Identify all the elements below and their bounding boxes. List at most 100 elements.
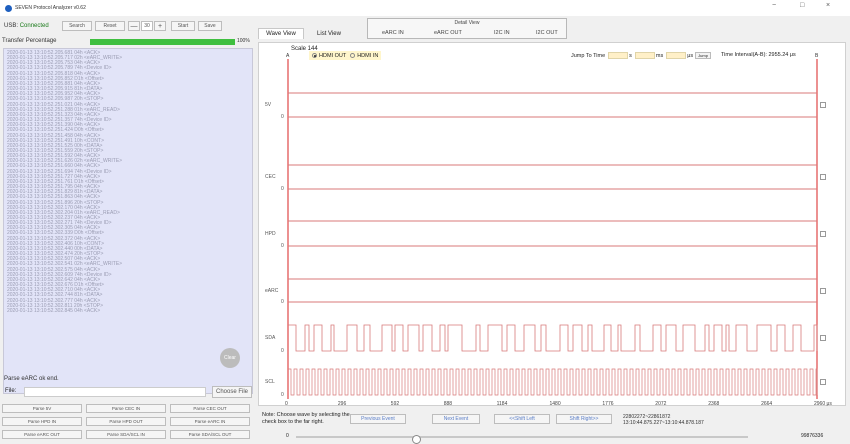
- log-line: 2020-01-13 13:10:52.251.626 02h <eARC_WR…: [7, 158, 123, 165]
- log-line: 2020-01-13 13:10:52.251.896 20h <STOP>: [7, 199, 104, 206]
- x-axis-tick-label: 2072: [655, 401, 666, 407]
- shift-right-button[interactable]: Shift Right>>: [556, 414, 612, 424]
- increment-button[interactable]: +: [154, 21, 166, 31]
- time-range-readout: 22802272~22861872 13:10:44.875.227~13:10…: [623, 414, 704, 426]
- timeline-slider[interactable]: 0 99876336: [286, 433, 846, 444]
- sample-range: 22802272~22861872: [623, 414, 671, 420]
- log-line: 2020-01-13 13:10:52.205.789 74h <Device …: [7, 65, 112, 72]
- channel-select-checkbox[interactable]: [820, 287, 826, 294]
- clear-button[interactable]: Clear: [220, 348, 240, 368]
- parse-button[interactable]: Parse HPD IN: [2, 417, 82, 426]
- detail-view-panel: Detail View eARC IN eARC OUT I2C IN I2C …: [367, 18, 567, 39]
- log-line: 2020-01-13 13:10:52.302.642 04h <ACK>: [7, 276, 101, 283]
- jump-us-input[interactable]: [666, 52, 687, 59]
- connection-toolbar: USB: Connected Search Reset — 30 + Start…: [2, 20, 254, 32]
- x-axis-tick-label: 1776: [602, 401, 613, 407]
- log-line: 2020-01-13 13:10:52.251.694 74h <Device …: [7, 168, 112, 175]
- log-line: 2020-01-13 13:10:52.251.491 10h <CONT>: [7, 137, 105, 144]
- log-line: 2020-01-13 13:10:52.251.829 81h <DATA>: [7, 189, 103, 196]
- log-line: 2020-01-13 13:10:52.302.541 02h <eARC_WR…: [7, 261, 123, 268]
- log-line: 2020-01-13 13:10:52.302.845 04h <ACK>: [7, 307, 101, 314]
- log-line: 2020-01-13 13:10:52.205.717 02h <eARC_WR…: [7, 55, 123, 62]
- log-line: 2020-01-13 13:10:52.302.170 04h <ACK>: [7, 204, 101, 211]
- waveform-area[interactable]: Scale 144 HDMI OUT HDMI IN Jump To Time …: [258, 42, 847, 407]
- log-line: 2020-01-13 13:10:52.251.458 04h <ACK>: [7, 132, 101, 139]
- parse-button[interactable]: Parse SDA/SCL IN: [86, 430, 166, 439]
- detail-i2c-in[interactable]: I2C IN: [494, 30, 510, 36]
- channel-select-checkbox[interactable]: [820, 335, 826, 341]
- parse-button[interactable]: Parse CEC OUT: [170, 404, 250, 413]
- x-axis-tick-label: 592: [391, 401, 400, 407]
- log-line: 2020-01-13 13:10:52.302.237 04h <ACK>: [7, 215, 101, 221]
- jump-to-time: Jump To Time s ms μs Jump: [571, 52, 711, 59]
- right-panel: Wave View List View Detail View eARC IN …: [256, 18, 850, 444]
- detail-earc-out[interactable]: eARC OUT: [434, 30, 462, 36]
- log-line: 2020-01-13 13:10:52.251.761 D1h <Offset>: [7, 178, 104, 185]
- channel-select-checkbox[interactable]: [820, 174, 826, 180]
- log-line: 2020-01-13 13:10:52.302.777 04h <ACK>: [7, 297, 101, 304]
- channel-select-checkbox[interactable]: [820, 102, 826, 108]
- previous-event-button[interactable]: Previous Event: [350, 414, 406, 424]
- channel-select-checkbox[interactable]: [820, 230, 826, 237]
- bottom-controls: Note: Choose wave by selecting the check…: [256, 410, 850, 444]
- jump-seconds-input[interactable]: [608, 52, 629, 59]
- seconds-unit: s: [629, 52, 632, 59]
- parse-button[interactable]: Parse CEC IN: [86, 404, 166, 413]
- jump-ms-input[interactable]: [634, 52, 655, 59]
- waveform-plot[interactable]: A B 0 296 592 888 1184 1480 1776 2072 2368 2664 2960…: [259, 43, 847, 407]
- transfer-label: Transfer Percentage: [2, 38, 57, 44]
- shift-left-button[interactable]: <<Shift Left: [494, 414, 550, 424]
- transfer-progress: Transfer Percentage 100%: [2, 38, 254, 46]
- log-line: 2020-01-13 13:10:52.251.727 04h <ACK>: [7, 173, 101, 180]
- detail-earc-in[interactable]: eARC IN: [382, 30, 404, 36]
- parse-button[interactable]: Parse SDA/SCL OUT: [170, 430, 250, 439]
- hdmi-out-radio[interactable]: [312, 53, 317, 58]
- progress-fill: [90, 39, 235, 45]
- channel-label: HPD: [265, 230, 276, 237]
- log-line: 2020-01-13 13:10:52.205.881 04h <ACK>: [7, 80, 101, 87]
- file-path-input[interactable]: [24, 387, 206, 397]
- jump-label: Jump To Time: [571, 52, 606, 59]
- detail-view-title: Detail View: [454, 20, 480, 26]
- parse-button[interactable]: Parse eARC IN: [170, 417, 250, 426]
- log-line: 2020-01-13 13:10:52.205.952 04h <ACK>: [7, 91, 101, 98]
- tab-wave-view[interactable]: Wave View: [258, 28, 304, 39]
- channel-zero-label: 0: [281, 392, 284, 398]
- maximize-button[interactable]: □: [800, 2, 805, 9]
- log-line: 2020-01-13 13:10:52.302.676 D1h <Offset>: [7, 282, 104, 289]
- decrement-button[interactable]: —: [128, 21, 140, 31]
- search-button[interactable]: Search: [62, 21, 92, 31]
- parse-button[interactable]: Parse 5V: [2, 404, 82, 413]
- minimize-button[interactable]: −: [772, 2, 777, 9]
- close-button[interactable]: ×: [826, 2, 831, 9]
- reset-button[interactable]: Reset: [95, 21, 125, 31]
- parse-status-text: Parse eARC ok end.: [4, 376, 59, 382]
- usb-label: USB:: [4, 23, 19, 29]
- step-value-field[interactable]: 30: [141, 21, 153, 31]
- hdmi-in-radio[interactable]: [350, 53, 356, 58]
- log-line: 2020-01-13 13:10:52.205.681 04h <ACK>: [7, 50, 101, 56]
- time-interval-readout: Time Interval(A-B): 2955.24 μs: [721, 52, 796, 58]
- choose-file-button[interactable]: Choose File: [212, 386, 252, 398]
- slider-thumb[interactable]: [412, 435, 421, 444]
- jump-button[interactable]: Jump: [695, 52, 711, 59]
- save-button[interactable]: Save: [198, 21, 222, 31]
- parse-button[interactable]: Parse eARC OUT: [2, 430, 82, 439]
- us-unit: μs: [687, 52, 694, 59]
- start-button[interactable]: Start: [171, 21, 195, 31]
- packet-log[interactable]: 2020-01-13 13:10:52.205.681 04h <ACK> 202…: [3, 48, 253, 394]
- log-line: 2020-01-13 13:10:52.302.507 04h <ACK>: [7, 256, 101, 263]
- marker-b-label: B: [815, 53, 819, 59]
- next-event-button[interactable]: Next Event: [432, 414, 480, 424]
- x-axis-tick-label: 296: [338, 401, 347, 407]
- x-axis-tick-label: 2664: [761, 401, 772, 407]
- detail-i2c-out[interactable]: I2C OUT: [536, 30, 558, 36]
- tab-list-view[interactable]: List View: [317, 30, 341, 37]
- log-line: 2020-01-13 13:10:52.251.660 04h <ACK>: [7, 163, 101, 170]
- parse-button-grid: Parse 5V Parse CEC IN Parse CEC OUT Parse H…: [2, 404, 254, 439]
- channel-select-checkbox[interactable]: [820, 379, 826, 385]
- slider-track[interactable]: [296, 435, 748, 444]
- ms-unit: ms: [655, 52, 664, 59]
- log-line: 2020-01-13 13:10:52.251.525 00h <DATA>: [7, 142, 103, 149]
- parse-button[interactable]: Parse HPD OUT: [86, 417, 166, 426]
